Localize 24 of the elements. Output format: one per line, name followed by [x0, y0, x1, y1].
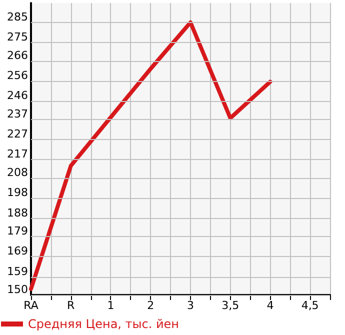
y-tick-label: 198: [7, 186, 28, 200]
y-tick-label: 285: [7, 10, 28, 24]
y-tick-label: 266: [7, 48, 28, 62]
x-tick-label: 4,5: [301, 299, 319, 312]
y-tick-label: 275: [7, 30, 28, 44]
y-tick-label: 227: [7, 128, 28, 141]
y-tick-label: 188: [7, 206, 28, 220]
y-tick-label: 246: [7, 89, 28, 102]
x-tick-label: RA: [24, 299, 39, 312]
y-tick-label: 159: [7, 264, 28, 278]
x-tick-label: R: [67, 299, 76, 312]
y-tick-label: 256: [7, 68, 28, 82]
x-tick-label: 4: [266, 299, 274, 312]
y-tick-label: 217: [7, 148, 28, 161]
y-tick-label: 179: [7, 224, 28, 238]
y-tick-label: 208: [7, 166, 28, 179]
y-tick-label: 150: [7, 283, 28, 296]
y-tick-label: 237: [7, 107, 28, 120]
x-tick-label: 3: [186, 299, 194, 312]
x-tick-label: 2: [147, 299, 154, 312]
legend-label: Средняя Цена, тыс. йен: [28, 317, 180, 331]
x-tick-label: 3,5: [222, 299, 240, 312]
y-tick-label: 169: [7, 244, 28, 258]
x-tick-label: 1: [107, 299, 114, 312]
